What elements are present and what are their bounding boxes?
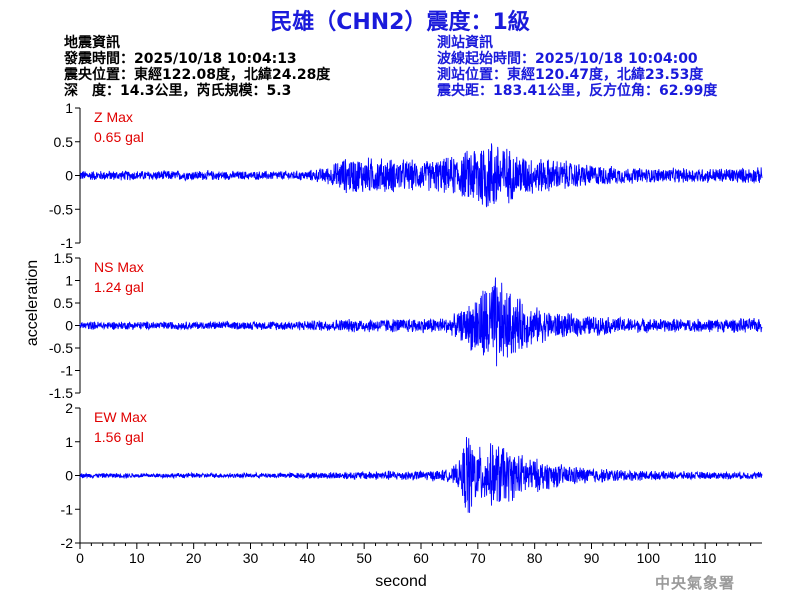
x-tick-label: 90: [584, 550, 600, 566]
x-tick-label: 80: [527, 550, 543, 566]
component-max-value: 0.65 gal: [94, 129, 144, 145]
x-tick-label: 30: [243, 550, 259, 566]
x-tick-label: 70: [470, 550, 486, 566]
y-tick-label: 0: [65, 318, 73, 334]
chart-title: 民雄（CHN2）震度：1級: [270, 10, 530, 35]
y-tick-label: 2: [65, 400, 73, 416]
quake-depth-magnitude: 深 度：14.3公里，芮氏規模：5.3: [64, 83, 292, 99]
y-tick-label: 1: [65, 273, 73, 289]
y-tick-label: 0.5: [54, 295, 74, 311]
y-tick-label: -0.5: [49, 201, 73, 217]
y-tick-label: -1.5: [49, 385, 73, 401]
x-tick-label: 100: [637, 550, 661, 566]
station-info-heading: 測站資訊: [437, 35, 493, 51]
y-tick-label: -1: [61, 363, 74, 379]
y-tick-label: -0.5: [49, 340, 73, 356]
station-location: 測站位置：東經120.47度，北緯23.53度: [437, 67, 704, 83]
component-label: Z Max: [94, 109, 133, 125]
quake-info-heading: 地震資訊: [64, 35, 120, 51]
waveform-trace: [79, 143, 763, 208]
x-tick-label: 50: [356, 550, 372, 566]
y-tick-label: -1: [61, 501, 74, 517]
component-label: NS Max: [94, 259, 144, 275]
x-axis-label: second: [375, 573, 427, 590]
waveform-trace: [79, 436, 763, 513]
quake-origin-time: 發震時間：2025/10/18 10:04:13: [64, 51, 297, 67]
component-max-value: 1.56 gal: [94, 429, 144, 445]
component-max-value: 1.24 gal: [94, 279, 144, 295]
x-tick-label: 0: [76, 550, 84, 566]
x-tick-label: 40: [300, 550, 316, 566]
x-tick-label: 10: [129, 550, 145, 566]
x-tick-label: 20: [186, 550, 202, 566]
y-tick-label: 0: [65, 168, 73, 184]
component-label: EW Max: [94, 409, 147, 425]
x-tick-label: 110: [694, 550, 717, 566]
agency-logo-text: 中央氣象署: [655, 574, 736, 592]
y-tick-label: -2: [61, 535, 74, 551]
quake-epicenter: 震央位置：東經122.08度，北緯24.28度: [64, 67, 331, 83]
y-tick-label: 1: [65, 100, 73, 116]
y-tick-label: 1.5: [54, 250, 74, 266]
wave-start-time: 波線起始時間：2025/10/18 10:04:00: [437, 51, 698, 67]
y-tick-label: 0: [65, 468, 73, 484]
y-tick-label: 0.5: [54, 134, 74, 150]
y-tick-label: -1: [61, 235, 74, 251]
quake-info-block: 地震資訊 發震時間：2025/10/18 10:04:13 震央位置：東經122…: [64, 35, 330, 99]
x-tick-label: 60: [413, 550, 429, 566]
epicentral-distance: 震央距：183.41公里，反方位角：62.99度: [437, 83, 718, 99]
y-axis-label: acceleration: [24, 260, 41, 346]
waveform-trace: [79, 277, 763, 367]
station-info-block: 測站資訊 波線起始時間：2025/10/18 10:04:00 測站位置：東經1…: [437, 35, 717, 99]
y-tick-label: 1: [65, 434, 73, 450]
